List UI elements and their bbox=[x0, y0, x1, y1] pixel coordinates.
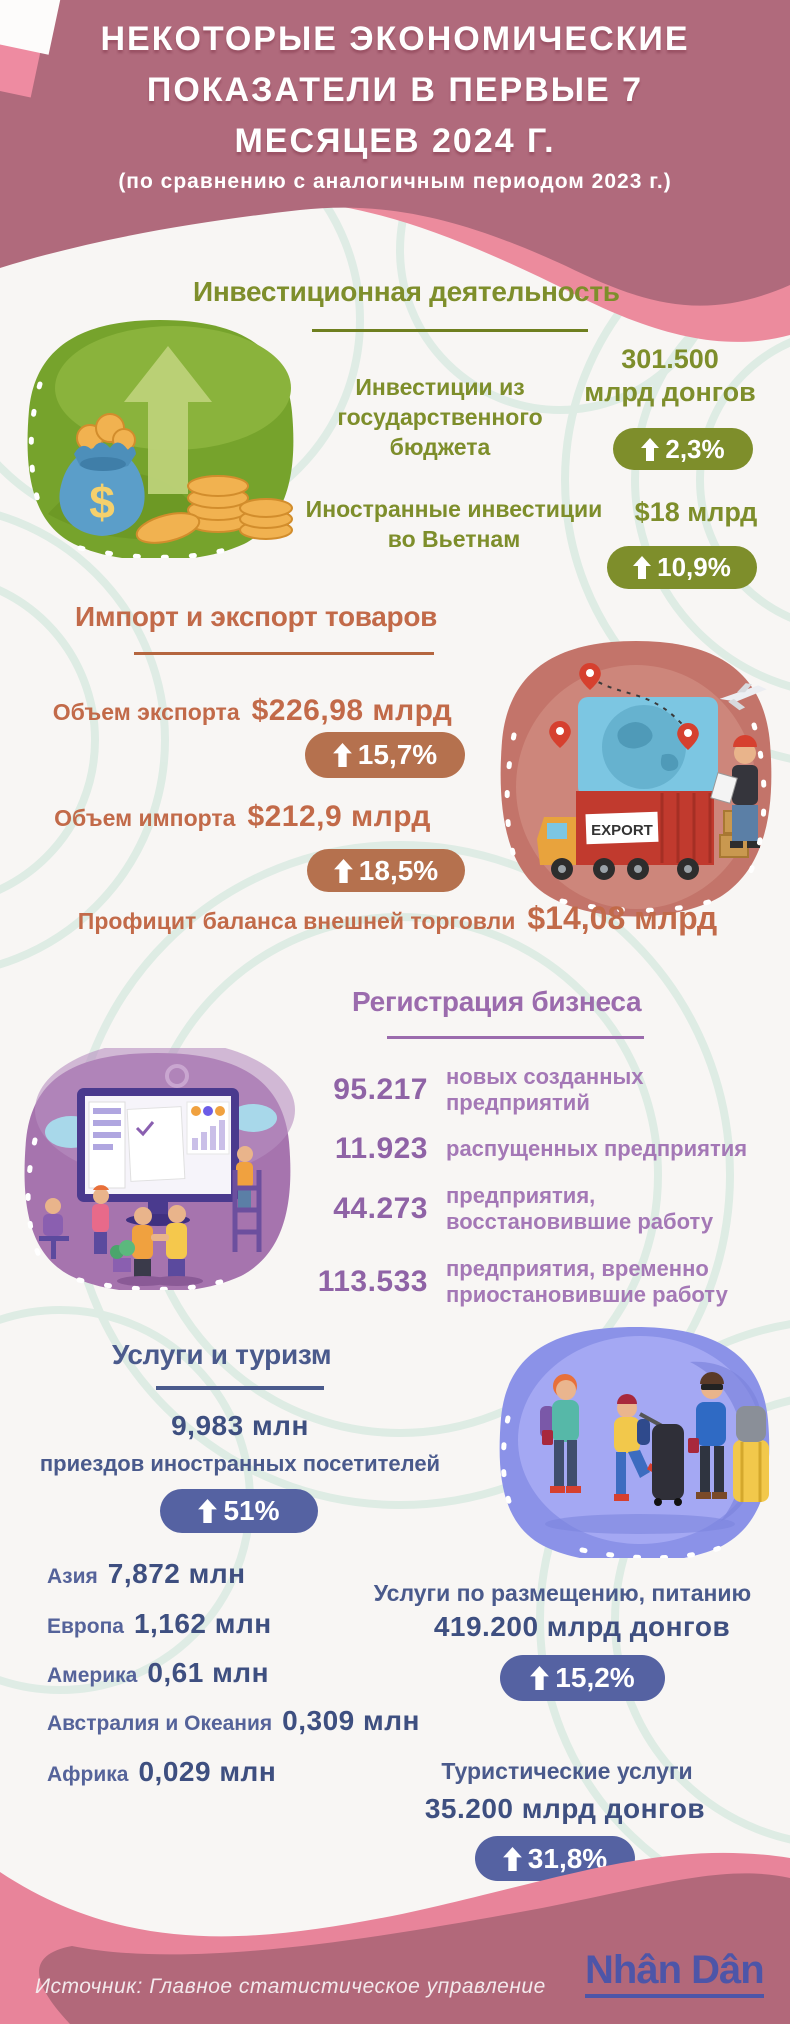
worker-icon bbox=[710, 735, 760, 848]
header-mauve-layer bbox=[0, 0, 790, 306]
surplus-value: $14,08 млрд bbox=[527, 900, 718, 936]
up-arrow-icon bbox=[333, 858, 353, 883]
title-line-3: МЕСЯЦЕВ 2024 Г. bbox=[234, 122, 556, 160]
travel-services-label: Туристические услуги bbox=[441, 1758, 693, 1784]
export-value: $226,98 млрд bbox=[251, 694, 453, 727]
monitor-icon bbox=[77, 1088, 239, 1226]
business-row-new: 95.217 новых созданных предприятий bbox=[298, 1064, 643, 1116]
world-map-icon bbox=[578, 697, 718, 797]
yellow-suitcase-icon bbox=[733, 1406, 769, 1502]
budget-change-badge: 2,3% bbox=[613, 428, 753, 470]
title-line-2: ПОКАЗАТЕЛИ В ПЕРВЫЕ 7 bbox=[146, 71, 644, 109]
trade-section-title: Импорт и экспорт товаров bbox=[75, 601, 438, 632]
footer-mauve-layer bbox=[39, 1873, 790, 2024]
up-arrow-icon bbox=[198, 1499, 218, 1523]
page-subtitle: (по сравнению с аналогичным периодом 202… bbox=[118, 170, 672, 193]
up-arrow-icon bbox=[502, 1846, 522, 1871]
investment-section-title: Инвестиционная деятельность bbox=[193, 276, 620, 307]
surplus-label: Профицит баланса внешней торговли bbox=[77, 908, 516, 934]
money-bag-icon: $ bbox=[59, 413, 145, 536]
import-row: Объем импорта $212,9 млрд bbox=[20, 800, 465, 834]
title-line-1: НЕКОТОРЫЕ ЭКОНОМИЧЕСКИЕ bbox=[100, 20, 690, 58]
foreign-change-badge: 10,9% bbox=[607, 546, 757, 589]
import-label: Объем импорта bbox=[54, 805, 236, 831]
export-label: Объем экспорта bbox=[52, 699, 240, 725]
tourism-underline bbox=[156, 1386, 324, 1390]
business-underline bbox=[387, 1036, 644, 1039]
header-wave bbox=[0, 0, 790, 342]
visitors-change-badge: 51% bbox=[160, 1489, 318, 1533]
business-section-title: Регистрация бизнеса bbox=[352, 986, 642, 1017]
region-row-america: Америка 0,61 млн bbox=[47, 1657, 269, 1688]
page-title: НЕКОТОРЫЕ ЭКОНОМИЧЕСКИЕ ПОКАЗАТЕЛИ В ПЕР… bbox=[0, 14, 790, 167]
stat-number: 44.273 bbox=[333, 1192, 428, 1225]
export-row: Объем экспорта $226,98 млрд bbox=[20, 694, 485, 728]
region-row-africa: Африка 0,029 млн bbox=[47, 1756, 277, 1787]
visitors-value: 9,983 млн bbox=[171, 1410, 309, 1441]
truck-sign-label: EXPORT bbox=[591, 822, 653, 839]
up-arrow-icon bbox=[332, 743, 352, 767]
business-row-resumed: 44.273 предприятия, восстановившие работ… bbox=[298, 1183, 713, 1235]
export-illustration: EXPORT bbox=[500, 641, 772, 917]
up-arrow-icon bbox=[641, 437, 660, 461]
tourist-left-icon bbox=[540, 1374, 581, 1493]
plant-icon bbox=[110, 1240, 135, 1272]
export-change-badge: 15,7% bbox=[305, 732, 465, 778]
investment-underline bbox=[312, 329, 588, 332]
people-icons bbox=[39, 1146, 262, 1286]
region-row-asia: Азия 7,872 млн bbox=[47, 1558, 246, 1589]
airplane-icon bbox=[719, 683, 767, 711]
business-illustration bbox=[24, 1048, 295, 1290]
trade-surplus-row: Профицит баланса внешней торговли $14,08… bbox=[20, 900, 775, 937]
region-row-europe: Европа 1,162 млн bbox=[47, 1608, 272, 1639]
dollar-sign: $ bbox=[89, 476, 115, 528]
investment-illustration: $ bbox=[27, 320, 294, 558]
export-truck-icon: EXPORT bbox=[537, 791, 714, 880]
up-arrow-icon bbox=[530, 1666, 550, 1690]
accommodation-change-badge: 15,2% bbox=[500, 1655, 665, 1701]
stat-number: 95.217 bbox=[333, 1073, 428, 1106]
accommodation-value: 419.200 млрд донгов bbox=[433, 1611, 731, 1642]
stat-number: 11.923 bbox=[334, 1132, 428, 1165]
foreign-investment-value: $18 млрд bbox=[634, 497, 758, 527]
up-arrow-icon bbox=[633, 556, 652, 579]
business-row-dissolved: 11.923 распущенных предприятия bbox=[298, 1132, 747, 1166]
tourism-section-title: Услуги и туризм bbox=[112, 1339, 332, 1370]
region-row-australia-oceania: Австралия и Океания 0,309 млн bbox=[47, 1705, 420, 1736]
accommodation-label: Услуги по размещению, питанию bbox=[373, 1580, 752, 1606]
footer-wave bbox=[0, 1852, 790, 2024]
import-change-badge: 18,5% bbox=[307, 849, 465, 892]
foreign-investment-label: Иностранные инвестиции во Вьетнам bbox=[305, 496, 603, 552]
visitors-label: приездов иностранных посетителей bbox=[39, 1451, 441, 1476]
coin-stacks-icon bbox=[135, 475, 293, 544]
travel-services-value: 35.200 млрд донгов bbox=[424, 1793, 706, 1824]
tourist-middle-icon bbox=[614, 1394, 684, 1506]
budget-investment-value: 301.500 млрд донгов bbox=[584, 344, 756, 407]
growth-arrow-icon bbox=[124, 346, 212, 494]
source-note: Источник: Главное статистическое управле… bbox=[35, 1975, 546, 1998]
nhan-dan-logo: Nhân Dân bbox=[585, 1948, 765, 1998]
tourist-right-icon bbox=[688, 1372, 727, 1499]
stat-number: 113.533 bbox=[317, 1265, 428, 1298]
trade-underline bbox=[134, 652, 434, 655]
import-value: $212,9 млрд bbox=[247, 800, 431, 833]
budget-investment-label: Инвестиции из государственного бюджета bbox=[337, 374, 543, 460]
business-row-suspended: 113.533 предприятия, временно приостанов… bbox=[298, 1256, 728, 1308]
tourism-illustration bbox=[499, 1327, 770, 1558]
